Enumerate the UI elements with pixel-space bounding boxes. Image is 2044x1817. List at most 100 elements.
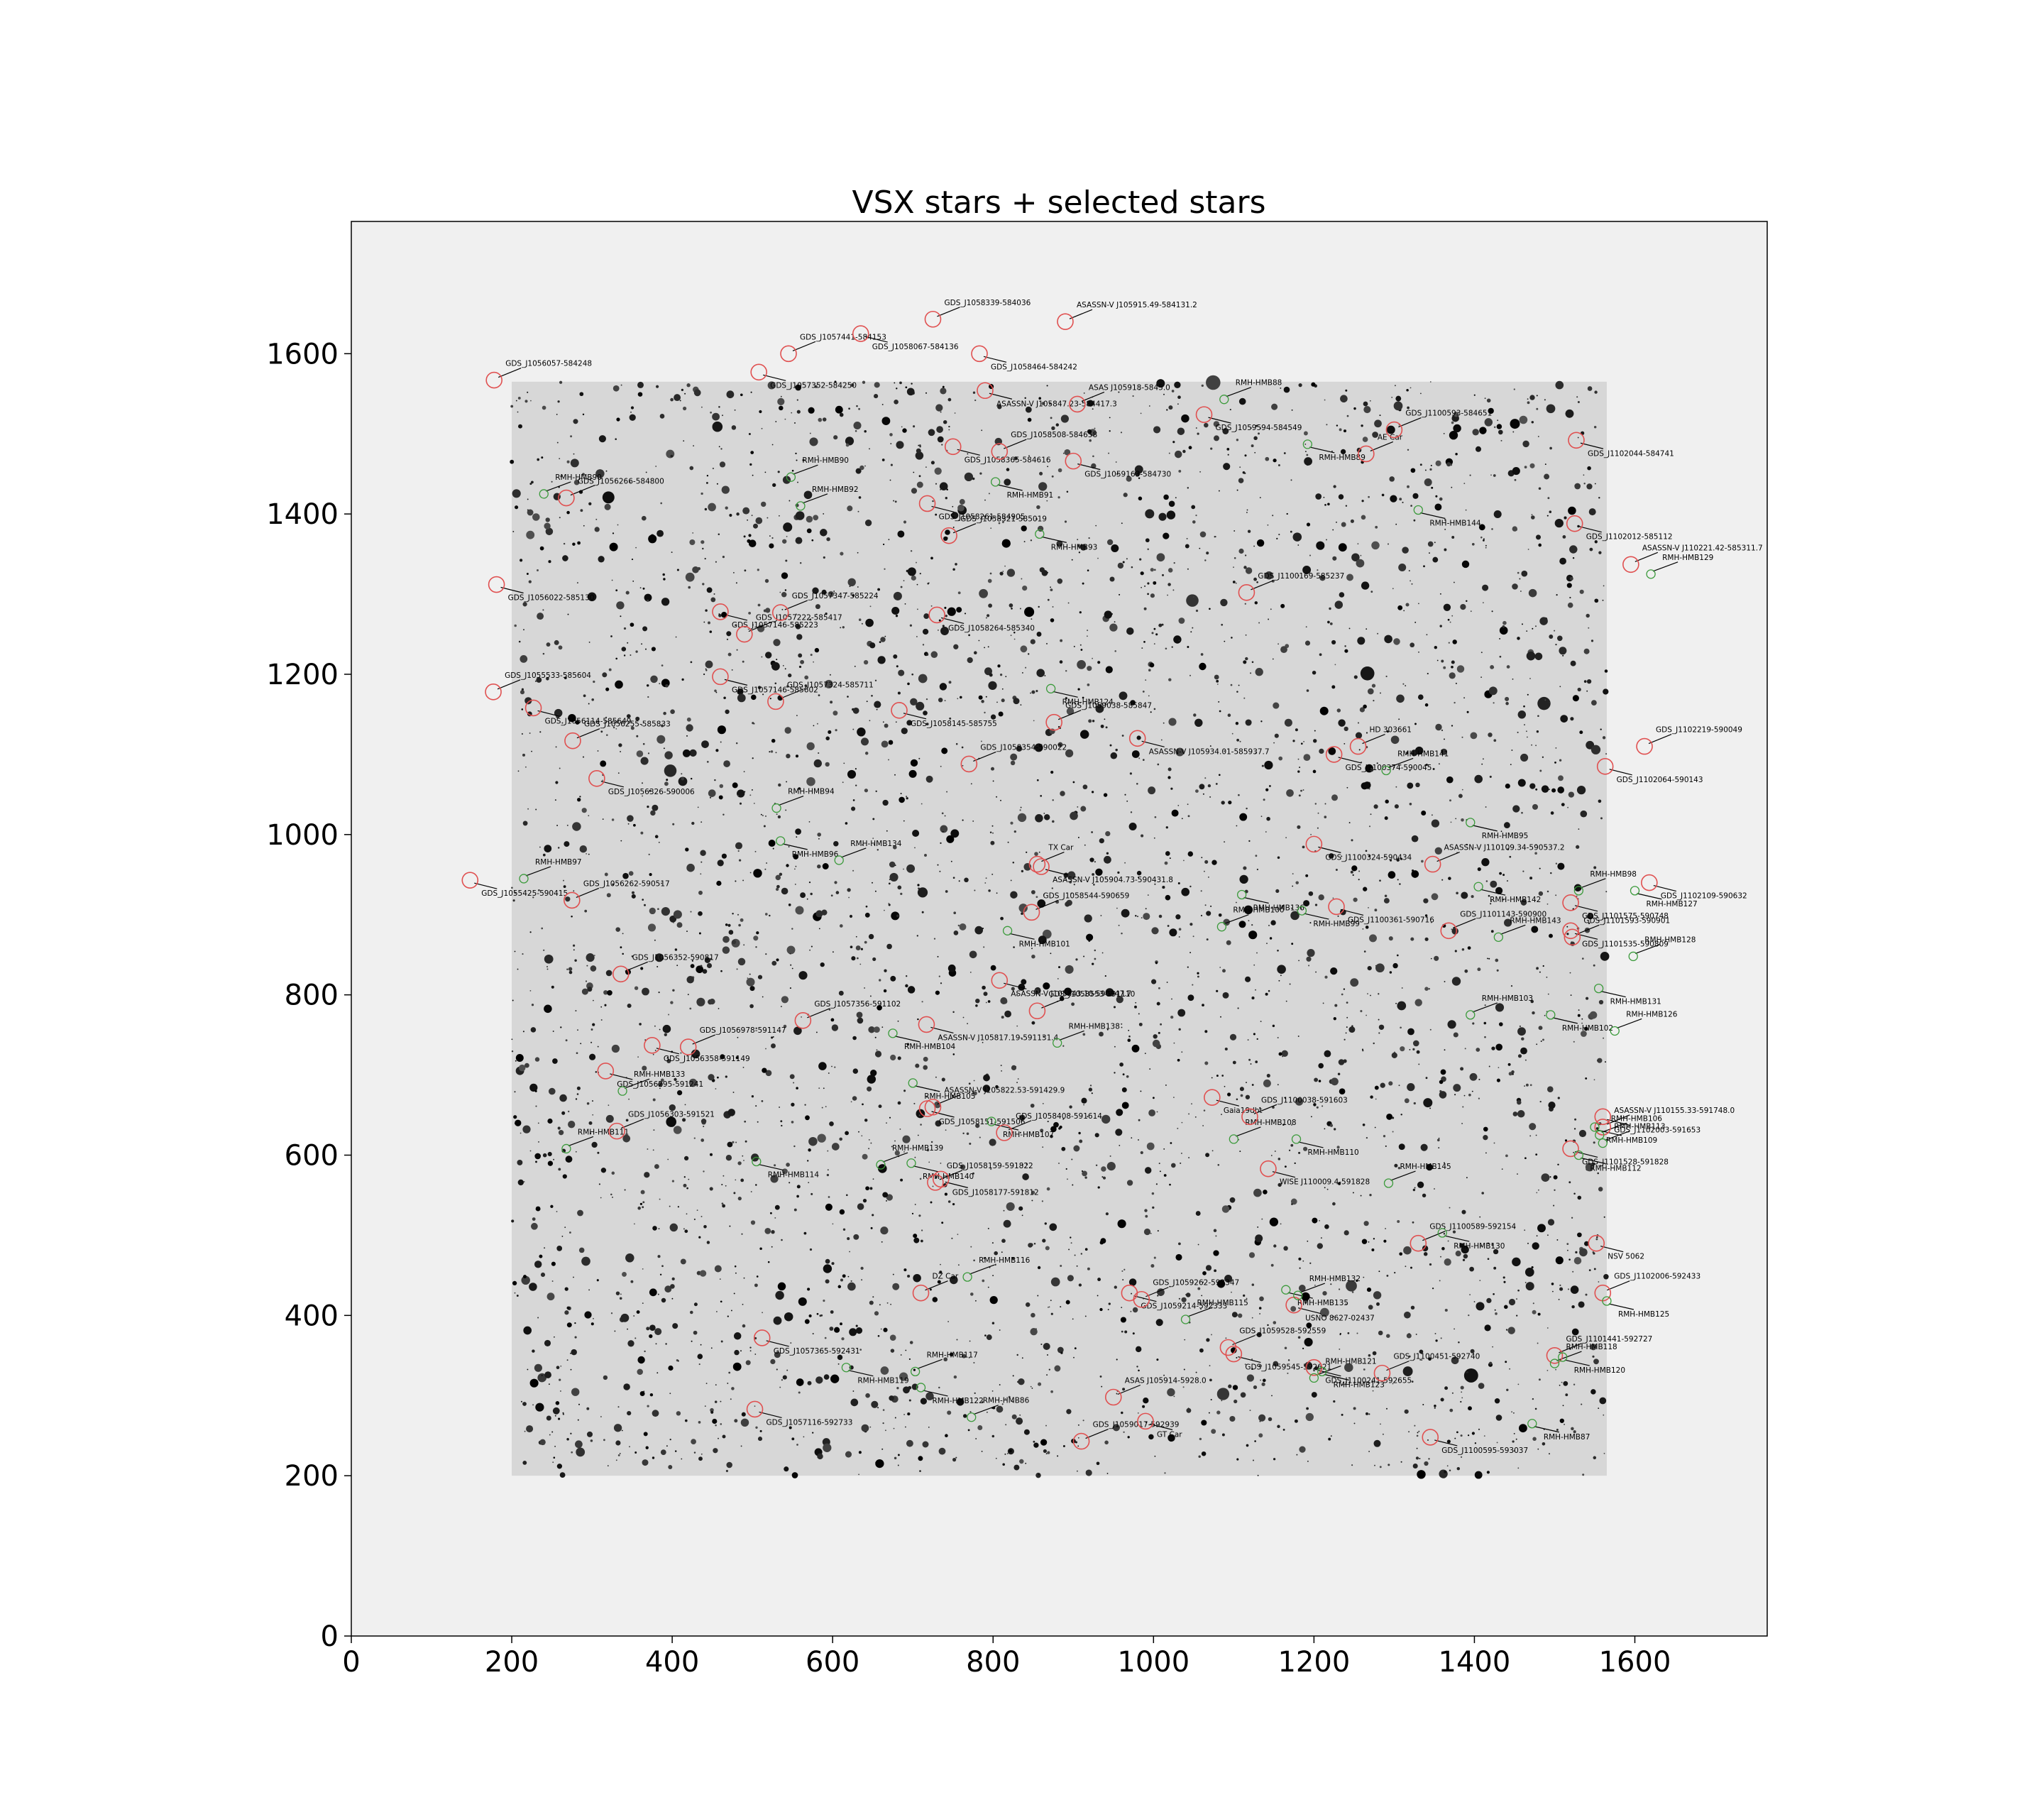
vsx-star-marker <box>977 382 994 400</box>
vsx-star-label: GDS_J1059545-592621 <box>1245 1363 1331 1372</box>
y-tick-label: 1600 <box>266 338 339 370</box>
selected-star-marker <box>987 1116 996 1126</box>
vsx-star-marker <box>1568 432 1585 449</box>
selected-star-label: RMH-HMB86 <box>983 1397 1030 1405</box>
vsx-star-marker <box>928 606 945 624</box>
selected-star-label: RMH-HMB125 <box>1618 1310 1669 1319</box>
vsx-star-label: HD 303661 <box>1370 726 1412 735</box>
vsx-star-label: GDS_J1057222-585417 <box>756 614 842 622</box>
selected-star-marker <box>1236 889 1247 900</box>
selected-star-label: RMH-HMB117 <box>927 1351 978 1359</box>
label-leader-line <box>624 1078 650 1089</box>
selected-star-label: RMH-HMB121 <box>1325 1357 1376 1366</box>
label-leader-line <box>807 1008 830 1019</box>
label-leader-line <box>952 523 977 534</box>
label-leader-line <box>1422 1231 1446 1241</box>
vsx-star-label: GDS_J1057116-592733 <box>766 1418 853 1427</box>
label-leader-line <box>903 713 927 720</box>
x-tick-label: 800 <box>966 1646 1020 1679</box>
label-leader-line <box>925 1280 948 1291</box>
vsx-star-label: GDS_J1056303-591521 <box>628 1111 715 1119</box>
selected-star-label: RMH-HMB126 <box>1626 1010 1678 1019</box>
selected-star-label: RMH-HMB98 <box>1590 870 1637 879</box>
label-leader-line <box>864 336 888 343</box>
selected-star-marker <box>1610 1026 1620 1036</box>
label-leader-line <box>1574 905 1598 912</box>
label-leader-line <box>1609 769 1632 776</box>
vsx-star-label: GDS_J1058159-591822 <box>947 1162 1033 1170</box>
selected-star-marker <box>906 1158 916 1168</box>
star-labels: GDS_J1056057-584248 GDS_J1057352-584250 GD… <box>474 299 1763 1455</box>
label-leader-line <box>576 728 600 739</box>
vsx-star-marker <box>488 576 505 593</box>
selected-star-marker <box>1302 439 1312 449</box>
selected-star-label: RMH-HMB108 <box>1245 1119 1296 1127</box>
label-leader-line <box>923 1390 948 1397</box>
x-tick-label: 200 <box>485 1646 539 1679</box>
vsx-star-marker <box>746 1400 764 1418</box>
selected-star-marker <box>752 1156 762 1167</box>
label-leader-line <box>1607 1114 1630 1125</box>
selected-star-label: RMH-HMB134 <box>850 840 902 848</box>
vsx-star-marker <box>767 693 784 710</box>
label-leader-line <box>724 614 748 621</box>
selected-star-label: RMH-HMB112 <box>1590 1164 1641 1173</box>
selected-star-marker <box>1546 1010 1556 1020</box>
selected-star-label: RMH-HMB105 <box>924 1092 975 1101</box>
selected-star-label: RMH-HMB128 <box>1644 935 1696 944</box>
label-leader-line <box>1574 933 1598 940</box>
label-leader-line <box>1601 1122 1627 1133</box>
vsx-star-marker <box>1057 313 1074 330</box>
label-leader-line <box>784 600 808 610</box>
vsx-star-marker <box>932 1170 950 1188</box>
selected-star-marker <box>1473 882 1483 891</box>
label-leader-line <box>546 481 571 492</box>
label-leader-line <box>497 679 521 690</box>
label-leader-line <box>500 586 524 594</box>
label-leader-line <box>1648 734 1672 745</box>
vsx-star-marker <box>1133 1290 1150 1308</box>
selected-star-label: RMH-HMB94 <box>788 788 835 796</box>
vsx-star-marker <box>940 527 957 544</box>
label-leader-line <box>1386 1361 1410 1371</box>
selected-star-marker <box>1602 1296 1612 1306</box>
label-leader-line <box>957 449 980 456</box>
vsx-star-label: ASASSN-V J105934.01-585937.7 <box>1149 747 1270 756</box>
label-leader-line <box>1388 757 1414 769</box>
label-leader-line <box>1053 691 1078 698</box>
label-leader-line <box>1318 1370 1341 1377</box>
star-field-background <box>512 381 1607 1476</box>
vsx-star-marker <box>1562 894 1579 911</box>
selected-star-label: RMH-HMB104 <box>904 1043 956 1051</box>
label-leader-line <box>882 1152 908 1163</box>
vsx-star-label: GDS_J1102044-584741 <box>1588 449 1674 458</box>
label-leader-line <box>1605 1130 1630 1141</box>
vsx-star-label: GDS_J1058145-585755 <box>911 720 997 728</box>
selected-star-marker <box>1293 1290 1303 1300</box>
selected-star-label: RMH-HMB109 <box>1606 1136 1657 1145</box>
vsx-star-label: GDS_J1057146-585223 <box>732 621 818 630</box>
vsx-star-marker <box>1594 1119 1612 1136</box>
vsx-star-label: GDS_J1059214-592333 <box>1141 1302 1227 1311</box>
label-leader-line <box>1480 889 1506 896</box>
selected-star-label: RMH-HMB107 <box>1003 1131 1054 1139</box>
vsx-star-marker <box>771 604 789 621</box>
label-leader-line <box>1637 893 1662 900</box>
label-leader-line <box>1236 1126 1261 1137</box>
label-leader-line <box>894 1036 921 1043</box>
label-leader-line <box>724 679 748 686</box>
label-leader-line <box>1297 1307 1322 1314</box>
y-tick-label: 400 <box>285 1300 339 1332</box>
selected-star-marker <box>1573 886 1584 896</box>
label-leader-line <box>1243 896 1269 904</box>
label-leader-line <box>1559 1343 1582 1354</box>
x-tick-label: 1200 <box>1278 1646 1350 1679</box>
label-leader-line <box>1362 734 1385 745</box>
vsx-star-label: GT Car <box>1157 1430 1182 1439</box>
label-leader-line <box>1300 1283 1325 1293</box>
selected-star-marker <box>1216 922 1227 932</box>
vsx-star-marker <box>991 443 1009 460</box>
label-leader-line <box>1208 417 1231 424</box>
label-leader-line <box>1298 1141 1324 1148</box>
vsx-star-label: GDS_J1058365-584616 <box>965 456 1051 464</box>
